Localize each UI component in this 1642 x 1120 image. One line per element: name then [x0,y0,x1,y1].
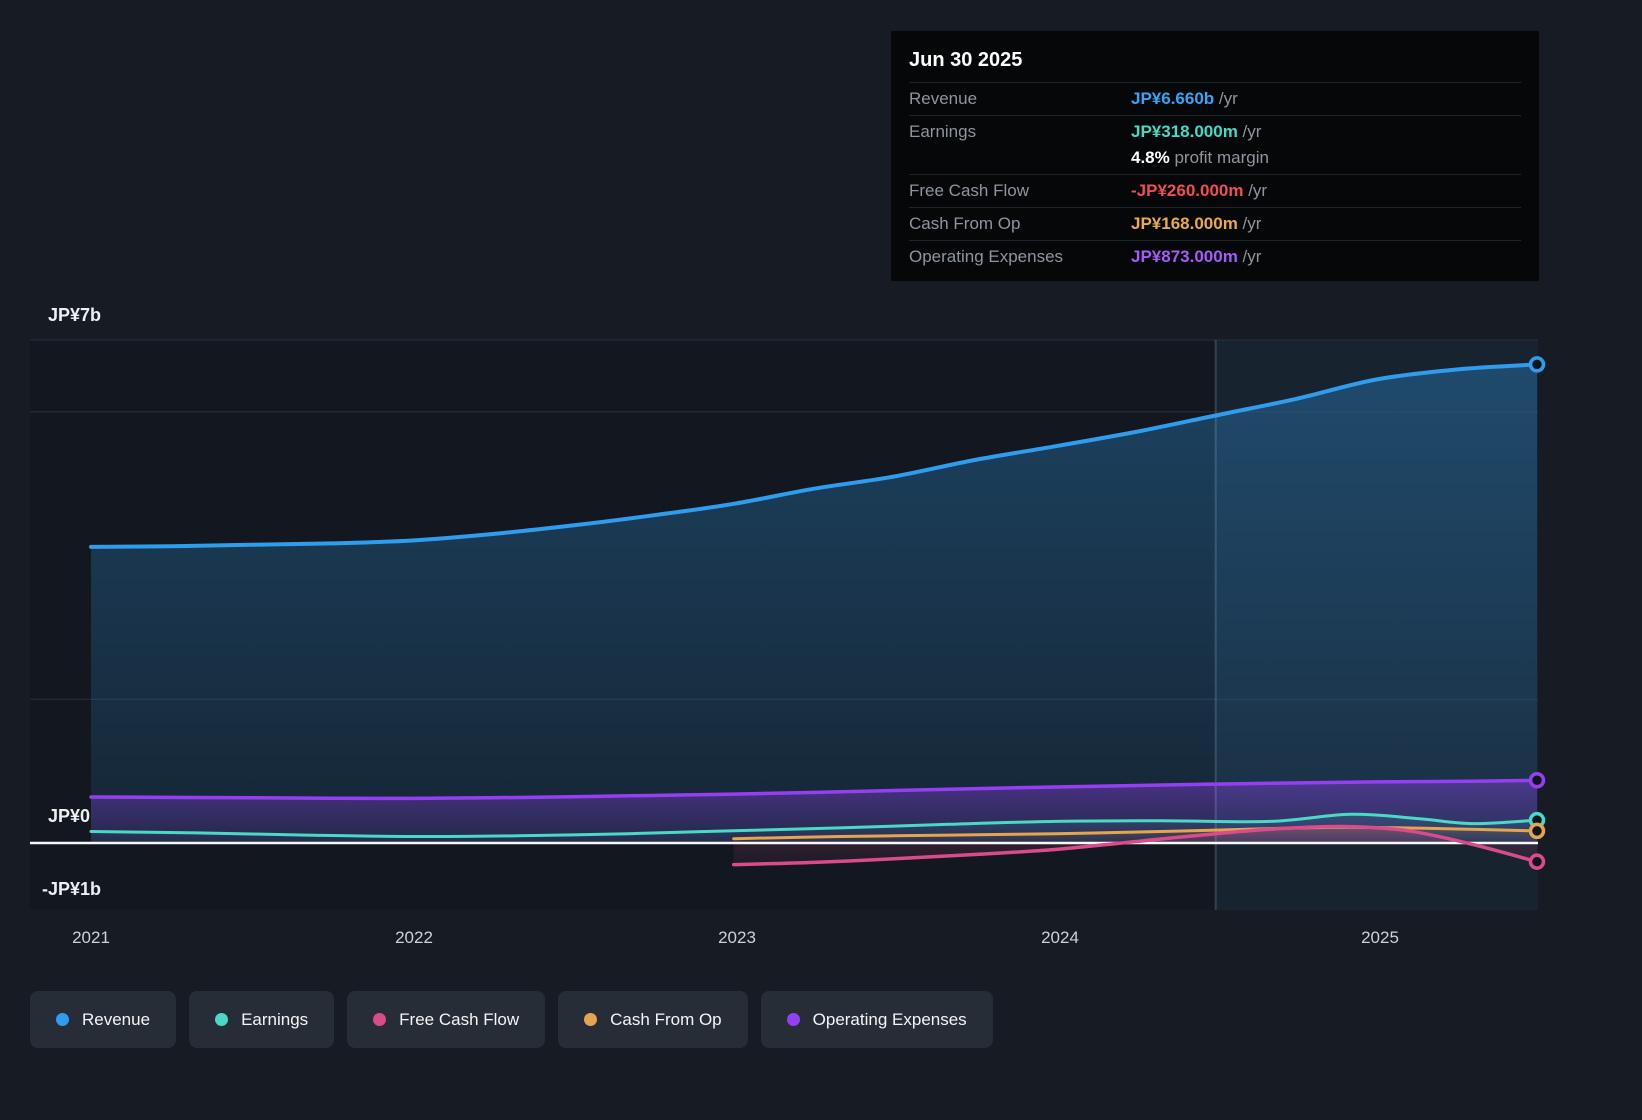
series-cash-from-op-line [732,825,1539,841]
x-axis-tick-2021: 2021 [72,928,110,947]
series-revenue-area [91,364,1537,843]
tooltip-row-revenue: Revenue JP¥6.660b /yr [909,82,1521,115]
free-cash-flow-dot-icon [373,1013,387,1026]
tooltip-value: 4.8% profit margin [1131,148,1269,167]
series-free-cash-flow-endpoint [1528,853,1546,870]
chart-legend: Revenue Earnings Free Cash Flow Cash Fro… [30,991,993,1048]
tooltip-value: JP¥6.660b /yr [1131,89,1238,108]
tooltip-label: Operating Expenses [909,247,1064,266]
series-revenue-line [89,362,1539,549]
tooltip-row-earnings: Earnings JP¥318.000m /yr [909,115,1521,148]
series-revenue-endpoint [1528,356,1546,373]
tooltip-label: Revenue [909,89,978,108]
x-axis-tick-2023: 2023 [718,928,756,947]
operating-expenses-dot-icon [786,1013,800,1026]
series-operating-expenses-endpoint [1528,772,1546,789]
earnings-dot-icon [215,1013,229,1026]
y-axis-label-top: JP¥7b [48,305,102,325]
x-axis-tick-2025: 2025 [1361,928,1399,947]
series-cash-from-op-endpoint [1528,822,1546,840]
revenue-dot-icon [56,1013,69,1026]
tooltip-label: Free Cash Flow [909,181,1029,200]
x-axis-tick-2024: 2024 [1041,928,1079,947]
legend-label: Earnings [241,1009,309,1029]
tooltip-row-profit-margin: 4.8% profit margin [909,148,1521,174]
legend-label: Operating Expenses [812,1009,967,1029]
tooltip-label: Cash From Op [909,214,1021,233]
series-earnings-line [89,812,1539,839]
tooltip-date: Jun 30 2025 [909,49,1023,71]
y-axis-label-zero: JP¥0 [48,806,91,826]
legend-item-earnings[interactable]: Earnings [189,991,335,1048]
legend-item-cash-from-op[interactable]: Cash From Op [558,991,748,1048]
series-free-cash-flow-line [731,824,1539,867]
x-axis-tick-2022: 2022 [395,928,433,947]
y-axis-label-negative: -JP¥1b [42,879,102,899]
tooltip-row-operating-expenses: Operating Expenses JP¥873.000m /yr [909,240,1521,273]
legend-label: Cash From Op [610,1009,722,1029]
legend-label: Free Cash Flow [399,1009,520,1029]
legend-item-operating-expenses[interactable]: Operating Expenses [760,991,993,1048]
legend-label: Revenue [82,1009,151,1029]
tooltip-value: JP¥318.000m /yr [1131,122,1262,141]
tooltip-label: Earnings [909,122,977,141]
legend-item-free-cash-flow[interactable]: Free Cash Flow [347,991,546,1048]
legend-item-revenue[interactable]: Revenue [30,991,177,1048]
tooltip-row-free-cash-flow: Free Cash Flow -JP¥260.000m /yr [909,174,1521,207]
tooltip-row-cash-from-op: Cash From Op JP¥168.000m /yr [909,207,1521,240]
series-operating-expenses-line [89,778,1539,801]
chart-tooltip: Jun 30 2025 Revenue JP¥6.660b /yr Earnin… [890,30,1540,282]
tooltip-value: JP¥873.000m /yr [1131,247,1262,266]
tooltip-value: JP¥168.000m /yr [1131,214,1262,233]
cash-from-op-dot-icon [584,1013,598,1026]
tooltip-value: -JP¥260.000m /yr [1131,181,1268,200]
